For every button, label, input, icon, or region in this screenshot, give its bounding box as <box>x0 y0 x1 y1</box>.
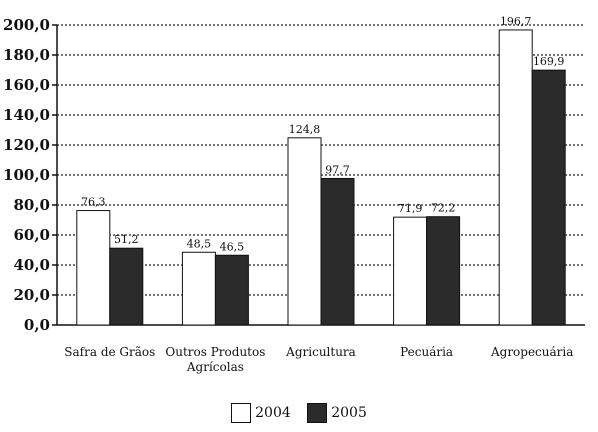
bar-2004-4 <box>498 29 533 326</box>
bar-chart: 76,3 51,2 48,5 46,5 124,8 97,7 71,9 72,2 196,7 16… <box>3 15 585 374</box>
legend-swatch-2004 <box>231 403 252 423</box>
category-label: Agropecuária <box>490 345 573 359</box>
y-tick-label: 20,0 <box>13 286 50 304</box>
y-tick-label: 80,0 <box>13 196 50 214</box>
category-label: Agricultura <box>285 345 356 359</box>
category-label: Agrícolas <box>186 360 244 374</box>
data-label-2005-4: 169,9 <box>533 55 565 68</box>
data-label-2004-1: 48,5 <box>187 237 212 250</box>
data-label-2005-2: 97,7 <box>325 163 350 176</box>
y-tick-label: 60,0 <box>13 226 50 244</box>
y-tick-labels: 0,0 20,0 40,0 60,0 80,0 100,0 120,0 140,0 160,0 1… <box>3 16 50 334</box>
bar-2004-1 <box>181 251 216 326</box>
data-labels: 76,3 51,2 48,5 46,5 124,8 97,7 71,9 72,2 196,7 16… <box>81 15 564 253</box>
y-tick-label: 100,0 <box>3 166 50 184</box>
legend-label-2004: 2004 <box>255 405 291 421</box>
y-tick-label: 0,0 <box>24 316 50 334</box>
y-tick-label: 40,0 <box>13 256 50 274</box>
legend-swatch-2005 <box>307 403 328 423</box>
bar-2004-3 <box>393 216 428 326</box>
legend-item-2004: 2004 <box>231 403 291 423</box>
data-label-2005-0: 51,2 <box>114 233 139 246</box>
legend-label-2005: 2005 <box>331 405 367 421</box>
data-label-2004-2: 124,8 <box>289 123 321 136</box>
category-label: Pecuária <box>400 345 453 359</box>
bar-2005-4 <box>531 69 566 326</box>
bars <box>76 29 566 326</box>
data-label-2005-3: 72,2 <box>431 202 456 215</box>
data-label-2005-1: 46,5 <box>220 240 245 253</box>
category-label: Safra de Grãos <box>64 345 155 359</box>
bar-2004-0 <box>76 210 111 326</box>
y-tick-label: 200,0 <box>3 16 50 34</box>
data-label-2004-0: 76,3 <box>81 196 106 209</box>
bar-2005-3 <box>426 216 461 326</box>
y-tick-label: 140,0 <box>3 106 50 124</box>
data-label-2004-4: 196,7 <box>500 15 532 28</box>
y-tick-label: 120,0 <box>3 136 50 154</box>
y-tick-label: 160,0 <box>3 76 50 94</box>
bar-2005-0 <box>109 247 144 326</box>
bar-2005-2 <box>320 177 355 326</box>
bar-2004-2 <box>287 137 322 326</box>
category-label: Outros Produtos <box>165 345 265 359</box>
bar-2005-1 <box>214 254 249 326</box>
legend: 2004 2005 <box>0 403 598 427</box>
y-tick-label: 180,0 <box>3 46 50 64</box>
data-label-2004-3: 71,9 <box>398 202 423 215</box>
legend-item-2005: 2005 <box>307 403 367 423</box>
